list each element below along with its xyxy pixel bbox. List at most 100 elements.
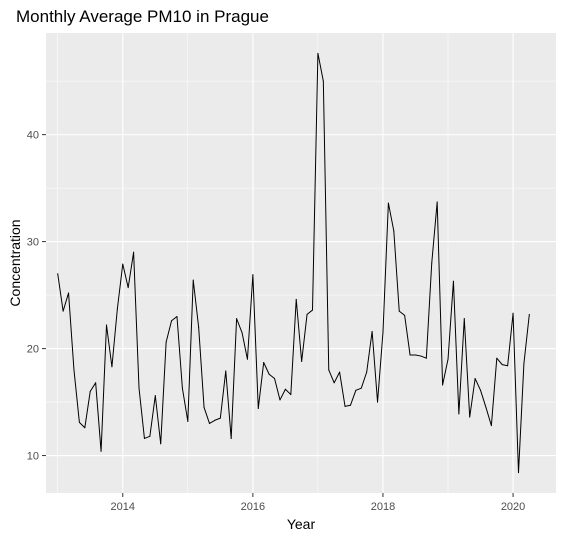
data-point [349, 404, 351, 406]
data-point [360, 387, 362, 389]
data-point [214, 419, 216, 421]
data-point [198, 326, 200, 328]
data-point [328, 369, 330, 371]
y-axis-title: Concentration [7, 219, 23, 306]
data-point [480, 389, 482, 391]
data-point [458, 413, 460, 415]
data-point [507, 365, 509, 367]
data-point [447, 358, 449, 360]
data-point [398, 310, 400, 312]
data-point [528, 313, 530, 315]
data-point [355, 389, 357, 391]
data-point [122, 263, 124, 265]
data-point [263, 361, 265, 363]
y-tick-label: 10 [27, 451, 39, 463]
data-point [523, 363, 525, 365]
data-point [149, 435, 151, 437]
data-point [463, 318, 465, 320]
data-point [344, 405, 346, 407]
data-point [236, 318, 238, 320]
x-tick-label: 2014 [111, 501, 135, 513]
chart-title: Monthly Average PM10 in Prague [16, 7, 269, 26]
data-point [517, 472, 519, 474]
data-point [295, 298, 297, 300]
data-point [442, 384, 444, 386]
data-point [176, 315, 178, 317]
data-point [469, 416, 471, 418]
data-point [138, 387, 140, 389]
data-point [203, 406, 205, 408]
data-point [95, 382, 97, 384]
y-tick-label: 20 [27, 344, 39, 356]
data-point [68, 292, 70, 294]
data-point [490, 425, 492, 427]
data-point [257, 407, 259, 409]
data-point [133, 251, 135, 253]
data-point [171, 320, 173, 322]
data-point [496, 357, 498, 359]
data-point [154, 395, 156, 397]
data-point [377, 401, 379, 403]
y-tick-label: 40 [27, 130, 39, 142]
data-point [485, 406, 487, 408]
data-point [84, 427, 86, 429]
data-point [322, 80, 324, 82]
data-point [62, 310, 64, 312]
data-point [73, 369, 75, 371]
y-tick-label: 30 [27, 237, 39, 249]
data-point [393, 230, 395, 232]
data-point [143, 437, 145, 439]
x-tick-label: 2020 [501, 501, 525, 513]
data-point [382, 332, 384, 334]
data-point [78, 421, 80, 423]
data-point [89, 390, 91, 392]
data-point [100, 450, 102, 452]
x-axis-title: Year [287, 516, 316, 532]
data-point [501, 364, 503, 366]
data-point [452, 280, 454, 282]
series-group [57, 52, 530, 474]
data-point [436, 201, 438, 203]
pm10-series-line [57, 52, 530, 474]
data-point [420, 355, 422, 357]
data-point [306, 313, 308, 315]
data-point [274, 378, 276, 380]
data-point [474, 378, 476, 380]
data-point [431, 262, 433, 264]
data-point [116, 308, 118, 310]
data-point [279, 399, 281, 401]
data-point [106, 324, 107, 326]
data-point [57, 273, 59, 275]
data-point [414, 354, 416, 356]
data-point [246, 358, 248, 360]
data-point [512, 312, 514, 314]
data-point [284, 388, 286, 390]
data-point [268, 373, 270, 375]
data-point [387, 202, 389, 204]
data-point [404, 314, 406, 316]
data-point [127, 287, 129, 289]
axis-ticks: 2014 2016 2018 2020 10 20 30 40 [27, 130, 526, 513]
x-tick-label: 2018 [371, 501, 395, 513]
data-point [252, 274, 254, 276]
data-point [317, 52, 319, 54]
data-point [425, 357, 427, 359]
data-point [187, 420, 189, 422]
data-point [241, 332, 243, 334]
data-point [225, 370, 227, 372]
data-point [366, 371, 368, 373]
data-point [165, 341, 167, 343]
data-point [301, 360, 303, 362]
data-point [409, 354, 411, 356]
plot-panel [46, 33, 556, 493]
data-point [219, 417, 221, 419]
data-point [181, 387, 183, 389]
data-point [290, 394, 292, 396]
data-point [371, 330, 373, 332]
data-point [230, 437, 232, 439]
data-point [160, 443, 162, 445]
data-point [333, 382, 335, 384]
data-point [311, 309, 313, 311]
data-point [192, 279, 194, 281]
